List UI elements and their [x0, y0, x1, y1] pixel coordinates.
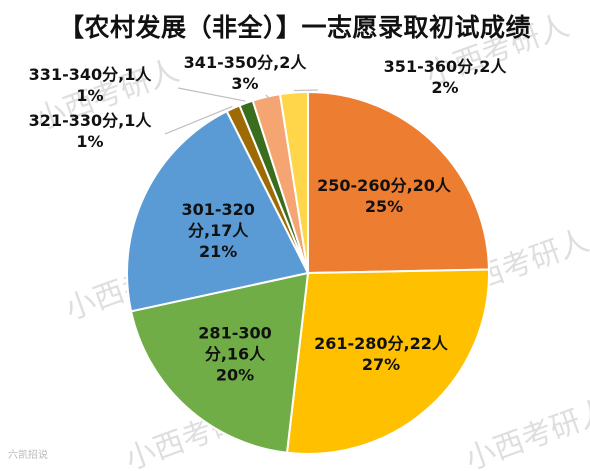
footer-watermark: 六凯招说 [8, 450, 48, 461]
pie-slice-351-360分 [278, 90, 309, 274]
leader-line [177, 87, 246, 102]
watermark-text: 小西考研人 [461, 393, 590, 471]
chart-title: 【农村发展（非全）】一志愿录取初试成绩 [58, 13, 531, 42]
data-label-261-280分: 261-280分,22人 27% [314, 334, 449, 374]
data-label-351-360分: 351-360分,2人 2% [384, 57, 508, 97]
data-label-321-330分: 321-330分,1人 1% [29, 111, 153, 151]
leader-line [293, 89, 319, 92]
pie-slice-301-320分 [126, 109, 310, 313]
leader-line [265, 94, 271, 100]
data-label-301-320分: 301-320 分,17人 21% [181, 200, 254, 261]
pie-slice-250-260分 [307, 90, 490, 275]
data-label-341-350分: 341-350分,2人 3% [184, 53, 308, 93]
data-label-331-340分: 331-340分,1人 1% [29, 65, 153, 105]
pie-slice-281-300分 [129, 271, 310, 454]
data-label-281-300分: 281-300 分,16人 20% [198, 323, 271, 384]
data-label-250-260分: 250-260分,20人 25% [317, 176, 452, 216]
leader-line [164, 105, 233, 135]
pie-slice-261-280分 [285, 268, 490, 455]
